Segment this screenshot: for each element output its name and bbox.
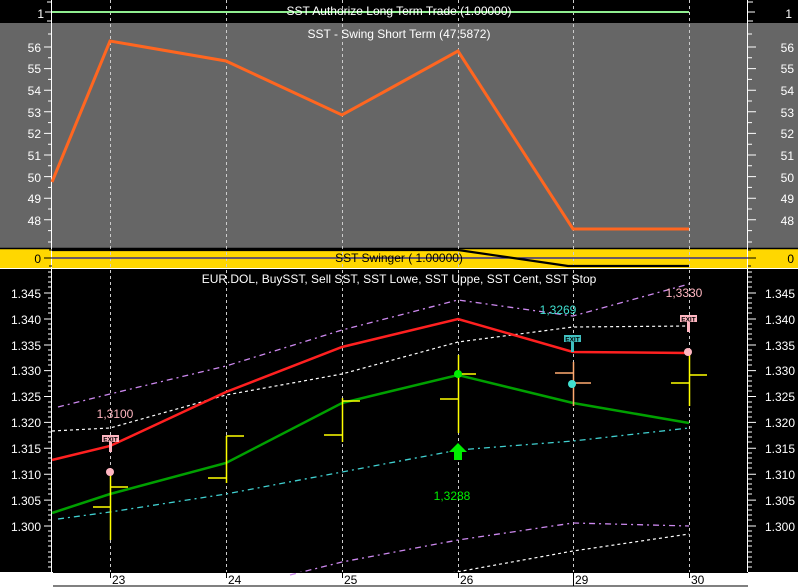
svg-text:52: 52: [28, 127, 42, 141]
exit-dot-29: [568, 380, 576, 388]
svg-text:49: 49: [781, 192, 795, 206]
annotation-1-3330: 1,3330: [666, 286, 703, 300]
swinger-panel: SST Swinger ( 1.00000) 0 0: [34, 248, 794, 268]
swinger-left-axis-label: 0: [34, 252, 41, 266]
x-label-24: 24: [228, 573, 242, 587]
svg-text:1.315: 1.315: [765, 442, 795, 456]
svg-text:1.315: 1.315: [11, 442, 41, 456]
swinger-panel-title: SST Swinger ( 1.00000): [335, 251, 463, 265]
buy-dot-26: [454, 370, 462, 378]
svg-text:1.345: 1.345: [765, 287, 795, 301]
white-dotted-upper-line: [51, 325, 690, 432]
svg-text:48: 48: [781, 214, 795, 228]
annotation-1-3288: 1,3288: [434, 489, 471, 503]
x-axis-strip: [0, 572, 798, 587]
price-right-axis-labels: 1.345 1.340 1.335 1.330 1.325 1.320 1.31…: [765, 287, 795, 534]
svg-text:1.310: 1.310: [11, 468, 41, 482]
svg-text:53: 53: [781, 106, 795, 120]
svg-text:52: 52: [781, 127, 795, 141]
svg-text:1.340: 1.340: [765, 313, 795, 327]
ohlc-bar-24: [208, 435, 244, 483]
violet-dashed-lower-line: [289, 522, 690, 576]
ohlc-bar-25: [324, 398, 360, 442]
svg-text:56: 56: [781, 41, 795, 55]
svg-text:55: 55: [28, 62, 42, 76]
svg-text:1.320: 1.320: [11, 416, 41, 430]
price-panel: EUR.DOL, BuySST, Sell SST, SST Lowe, SST…: [11, 271, 795, 576]
svg-text:1.300: 1.300: [765, 520, 795, 534]
authorize-left-axis-label: 1: [37, 7, 44, 21]
annotation-1-3100: 1,3100: [97, 407, 134, 421]
svg-text:EXIT: EXIT: [565, 337, 579, 344]
x-axis: 23 24 25 26 29 30: [53, 572, 748, 587]
authorize-panel-title: SST Authorize Long Term Trade (1.00000): [286, 4, 511, 18]
exit-dot-23: [106, 468, 114, 476]
svg-text:1.330: 1.330: [765, 364, 795, 378]
ohlc-bars: [93, 355, 707, 540]
svg-text:1.320: 1.320: [765, 416, 795, 430]
svg-text:1.325: 1.325: [765, 390, 795, 404]
svg-text:50: 50: [781, 171, 795, 185]
svg-text:1.340: 1.340: [11, 313, 41, 327]
authorize-right-axis-label: 1: [785, 7, 792, 21]
swing-right-axis-labels: 56 55 54 53 52 51 50 49 48: [781, 41, 795, 228]
svg-text:1.305: 1.305: [11, 494, 41, 508]
svg-text:54: 54: [28, 84, 42, 98]
price-left-axis-labels: 1.345 1.340 1.335 1.330 1.325 1.320 1.31…: [11, 287, 41, 534]
svg-text:53: 53: [28, 106, 42, 120]
svg-text:50: 50: [28, 171, 42, 185]
svg-text:56: 56: [28, 41, 42, 55]
svg-text:1.305: 1.305: [765, 494, 795, 508]
svg-text:54: 54: [781, 84, 795, 98]
svg-text:1.300: 1.300: [11, 520, 41, 534]
exit-flag-29: EXIT: [564, 335, 581, 352]
svg-text:1.325: 1.325: [11, 390, 41, 404]
svg-text:EXIT: EXIT: [103, 437, 117, 444]
svg-text:51: 51: [28, 149, 42, 163]
swinger-right-axis-label: 0: [787, 252, 794, 266]
price-axis-ticks: [44, 271, 756, 568]
svg-text:1.310: 1.310: [765, 468, 795, 482]
x-label-26: 26: [460, 573, 474, 587]
x-label-29: 29: [575, 573, 589, 587]
svg-text:1.335: 1.335: [11, 339, 41, 353]
svg-text:EXIT: EXIT: [681, 317, 695, 324]
svg-text:1.335: 1.335: [765, 339, 795, 353]
exit-flag-23: EXIT: [102, 435, 119, 452]
authorize-panel: SST Authorize Long Term Trade (1.00000) …: [37, 1, 792, 22]
ohlc-bar-30: [671, 355, 707, 406]
x-label-30: 30: [691, 573, 705, 587]
x-label-23: 23: [112, 573, 126, 587]
swing-panel-background: [0, 23, 798, 248]
svg-text:49: 49: [28, 192, 42, 206]
buy-arrow-icon: [449, 443, 467, 460]
ohlc-bar-23: [93, 475, 128, 540]
annotation-1-3269: 1,3269: [540, 303, 577, 317]
svg-text:48: 48: [28, 214, 42, 228]
swing-panel: SST - Swing Short Term (47.5872) 56 55 5…: [28, 27, 795, 243]
exit-flag-30: EXIT: [680, 315, 697, 332]
svg-text:1.330: 1.330: [11, 364, 41, 378]
sst-upper-band-line: [57, 283, 690, 408]
svg-text:1.345: 1.345: [11, 287, 41, 301]
svg-text:55: 55: [781, 62, 795, 76]
svg-text:51: 51: [781, 149, 795, 163]
x-label-25: 25: [344, 573, 358, 587]
exit-dot-30: [684, 348, 692, 356]
swing-left-axis-labels: 56 55 54 53 52 51 50 49 48: [28, 41, 42, 228]
swing-panel-title: SST - Swing Short Term (47.5872): [308, 27, 491, 41]
swinger-line: [52, 248, 689, 268]
price-panel-title: EUR.DOL, BuySST, Sell SST, SST Lowe, SST…: [202, 272, 597, 286]
swing-line: [50, 39, 689, 231]
swing-axis-ticks: [44, 33, 756, 243]
